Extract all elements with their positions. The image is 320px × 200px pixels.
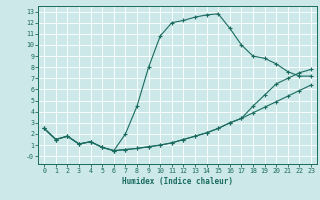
X-axis label: Humidex (Indice chaleur): Humidex (Indice chaleur) — [122, 177, 233, 186]
